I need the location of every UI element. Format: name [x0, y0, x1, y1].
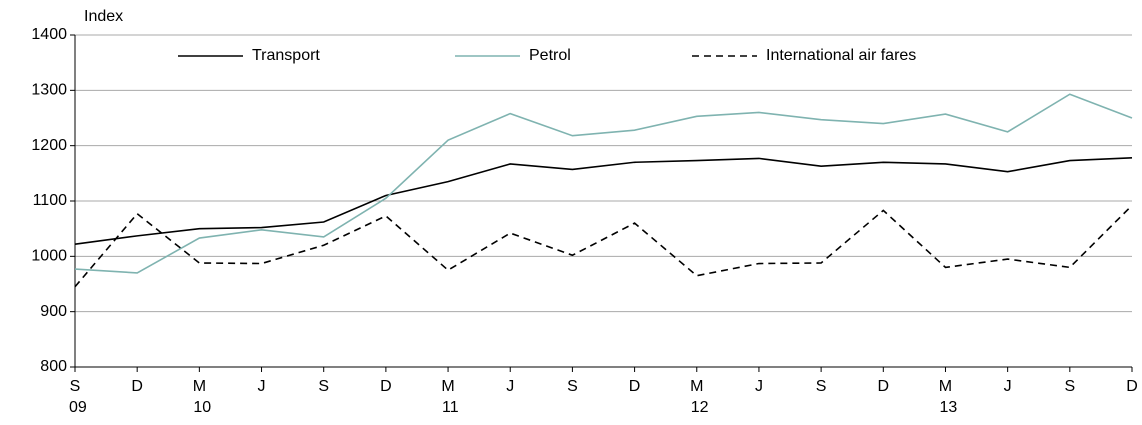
x-year-label: 13	[939, 399, 957, 416]
y-tick-label: 1300	[31, 82, 67, 99]
x-tick-label: D	[131, 378, 143, 395]
line-series	[74, 157, 1133, 245]
x-tick-label: S	[1064, 378, 1075, 395]
x-tick-label: S	[567, 378, 578, 395]
x-year-label: 12	[691, 399, 709, 416]
y-tick-label: 800	[40, 358, 67, 375]
legend-label: Transport	[252, 47, 320, 64]
y-tick-label: 1000	[31, 248, 67, 265]
line-series	[74, 204, 1133, 288]
x-tick-label: S	[70, 378, 81, 395]
x-tick-label: J	[1004, 378, 1012, 395]
x-year-label: 11	[442, 399, 459, 416]
x-tick-label: J	[506, 378, 514, 395]
x-tick-label: J	[258, 378, 266, 395]
x-tick-label: D	[629, 378, 641, 395]
y-tick-label: 1200	[31, 137, 67, 154]
x-tick-label: M	[690, 378, 703, 395]
legend-label: International air fares	[766, 47, 916, 64]
x-tick-label: M	[441, 378, 454, 395]
x-tick-label: D	[878, 378, 890, 395]
x-tick-label: D	[1126, 378, 1138, 395]
x-tick-label: S	[816, 378, 827, 395]
y-tick-label: 1400	[31, 26, 67, 43]
x-year-label: 09	[69, 399, 87, 416]
y-tick-label: 900	[40, 303, 67, 320]
y-axis-label: Index	[84, 8, 123, 25]
x-tick-label: J	[755, 378, 763, 395]
x-tick-label: M	[939, 378, 952, 395]
x-tick-label: S	[318, 378, 329, 395]
x-tick-label: D	[380, 378, 392, 395]
legend-label: Petrol	[529, 47, 571, 64]
line-series	[74, 93, 1133, 274]
x-year-label: 10	[193, 399, 211, 416]
y-tick-label: 1100	[33, 192, 68, 209]
x-tick-label: M	[193, 378, 206, 395]
